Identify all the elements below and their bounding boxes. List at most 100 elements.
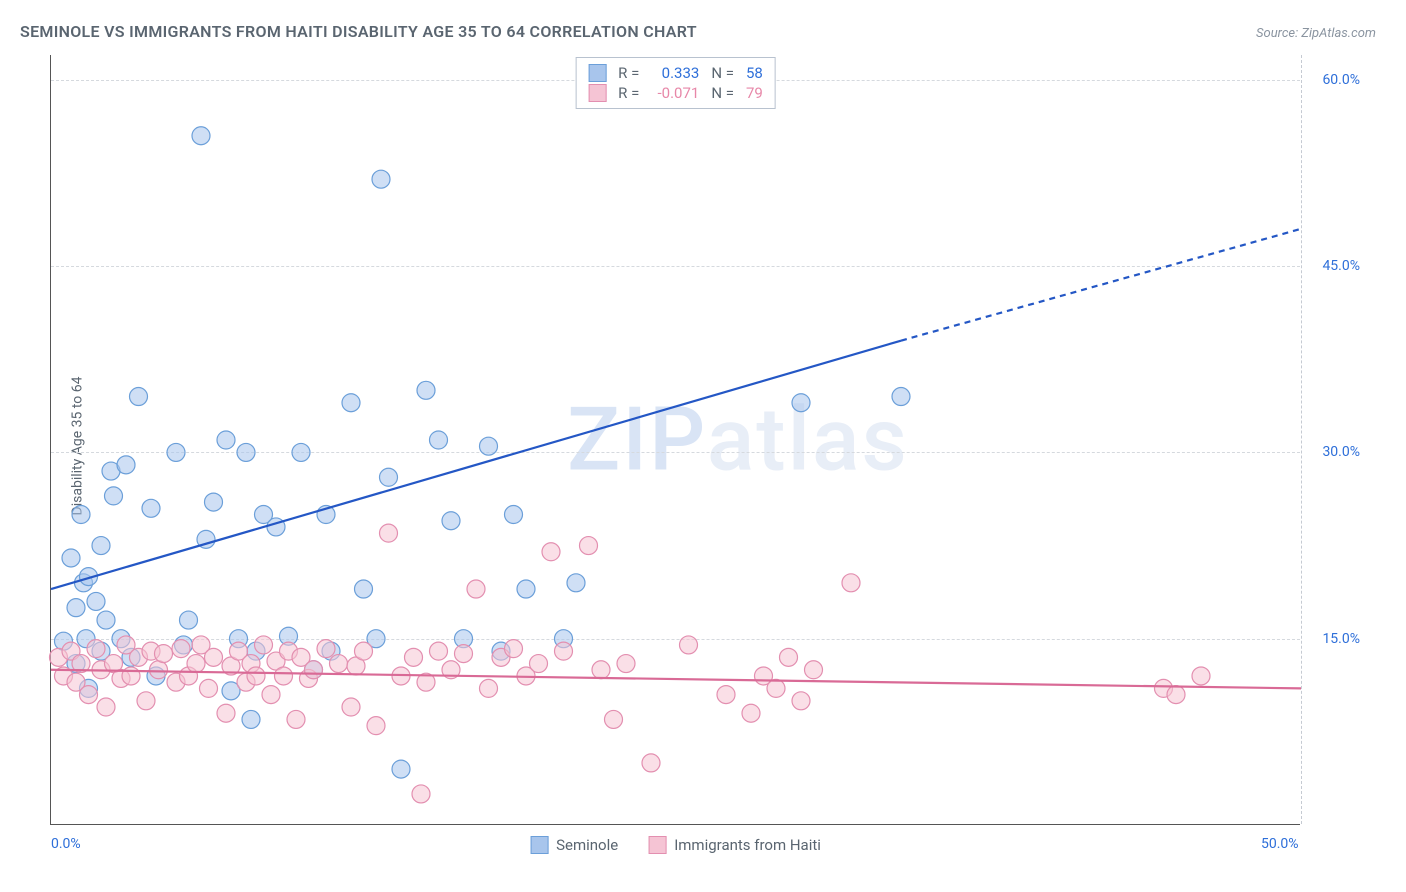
data-point <box>87 592 105 610</box>
data-point <box>342 394 360 412</box>
right-border <box>1301 55 1302 824</box>
data-point <box>412 785 430 803</box>
data-point <box>192 127 210 145</box>
y-tick-label: 45.0% <box>1322 258 1360 274</box>
data-point <box>642 754 660 772</box>
data-point <box>517 580 535 598</box>
scatter-svg <box>51 55 1300 824</box>
trend-line <box>51 341 901 589</box>
data-point <box>430 431 448 449</box>
data-point <box>180 611 198 629</box>
data-point <box>355 642 373 660</box>
bottom-legend: Seminole Immigrants from Haiti <box>530 836 821 854</box>
data-point <box>262 686 280 704</box>
data-point <box>467 580 485 598</box>
data-point <box>330 655 348 673</box>
legend-label-haiti: Immigrants from Haiti <box>674 836 821 854</box>
data-point <box>355 580 373 598</box>
data-point <box>292 443 310 461</box>
data-point <box>117 456 135 474</box>
data-point <box>80 686 98 704</box>
data-point <box>92 537 110 555</box>
data-point <box>167 443 185 461</box>
data-point <box>130 388 148 406</box>
data-point <box>97 611 115 629</box>
data-point <box>442 512 460 530</box>
y-tick-label: 30.0% <box>1322 444 1360 460</box>
data-point <box>530 655 548 673</box>
data-point <box>742 704 760 722</box>
swatch-haiti-icon <box>648 836 666 854</box>
data-point <box>275 667 293 685</box>
plot-area: ZIPatlas 15.0%30.0%45.0%60.0% 0.0%50.0% … <box>50 55 1300 825</box>
data-point <box>480 437 498 455</box>
data-point <box>367 717 385 735</box>
legend-label-seminole: Seminole <box>556 836 618 854</box>
data-point <box>680 636 698 654</box>
data-point <box>97 698 115 716</box>
data-point <box>792 394 810 412</box>
data-point <box>372 170 390 188</box>
data-point <box>767 679 785 697</box>
data-point <box>480 679 498 697</box>
x-tick-label: 50.0% <box>1261 836 1299 852</box>
data-point <box>505 640 523 658</box>
y-tick-label: 15.0% <box>1322 631 1360 647</box>
data-point <box>717 686 735 704</box>
data-point <box>205 648 223 666</box>
data-point <box>287 710 305 728</box>
data-point <box>1192 667 1210 685</box>
data-point <box>405 648 423 666</box>
data-point <box>155 645 173 663</box>
y-tick-label: 60.0% <box>1322 72 1360 88</box>
data-point <box>317 640 335 658</box>
data-point <box>342 698 360 716</box>
data-point <box>580 537 598 555</box>
data-point <box>122 667 140 685</box>
x-tick-label: 0.0% <box>51 836 81 852</box>
swatch-seminole-icon <box>530 836 548 854</box>
data-point <box>417 381 435 399</box>
data-point <box>617 655 635 673</box>
data-point <box>187 655 205 673</box>
legend-item-seminole: Seminole <box>530 836 618 854</box>
data-point <box>542 543 560 561</box>
data-point <box>780 648 798 666</box>
data-point <box>1167 686 1185 704</box>
data-point <box>105 487 123 505</box>
source-attribution: Source: ZipAtlas.com <box>1256 26 1376 41</box>
data-point <box>592 661 610 679</box>
data-point <box>380 468 398 486</box>
data-point <box>237 443 255 461</box>
data-point <box>305 661 323 679</box>
data-point <box>137 692 155 710</box>
data-point <box>217 431 235 449</box>
data-point <box>142 499 160 517</box>
data-point <box>567 574 585 592</box>
data-point <box>172 640 190 658</box>
data-point <box>205 493 223 511</box>
data-point <box>430 642 448 660</box>
chart-title: SEMINOLE VS IMMIGRANTS FROM HAITI DISABI… <box>20 22 697 41</box>
data-point <box>87 640 105 658</box>
data-point <box>792 692 810 710</box>
data-point <box>555 642 573 660</box>
data-point <box>842 574 860 592</box>
data-point <box>605 710 623 728</box>
data-point <box>805 661 823 679</box>
legend-item-haiti: Immigrants from Haiti <box>648 836 821 854</box>
data-point <box>242 710 260 728</box>
data-point <box>455 645 473 663</box>
data-point <box>67 599 85 617</box>
data-point <box>892 388 910 406</box>
data-point <box>200 679 218 697</box>
data-point <box>150 661 168 679</box>
trend-line-extension <box>901 229 1301 341</box>
data-point <box>255 636 273 654</box>
data-point <box>505 506 523 524</box>
data-point <box>62 549 80 567</box>
data-point <box>380 524 398 542</box>
data-point <box>217 704 235 722</box>
data-point <box>392 760 410 778</box>
data-point <box>247 667 265 685</box>
